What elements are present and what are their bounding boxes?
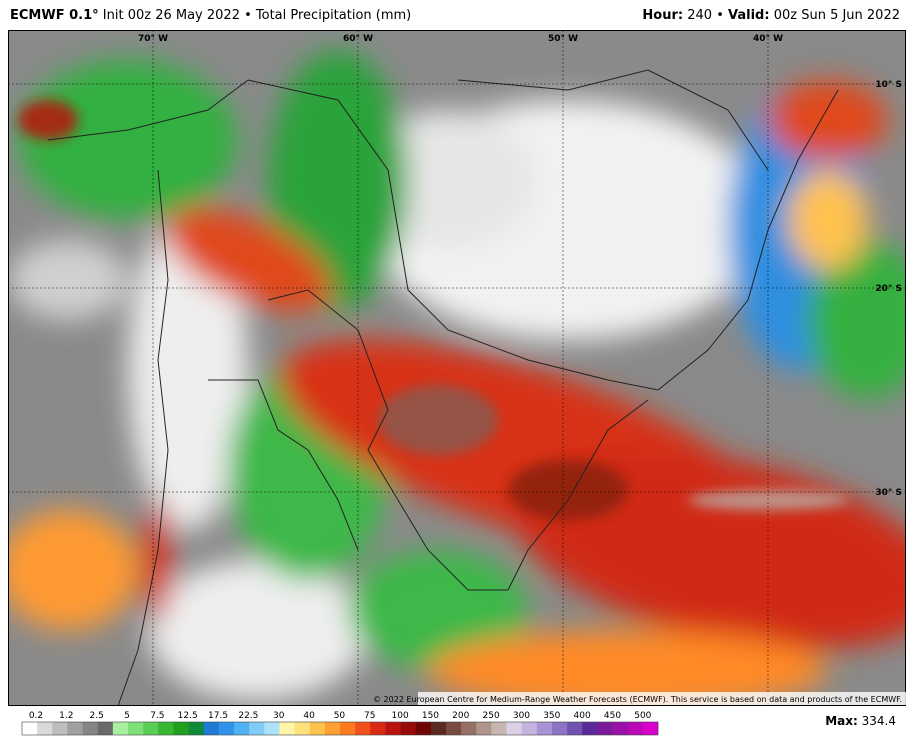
- hour-label: Hour:: [642, 8, 684, 23]
- colorbar-swatch: [128, 722, 144, 735]
- colorbar-label: 150: [422, 711, 439, 721]
- colorbar-label: 250: [483, 711, 500, 721]
- colorbar-swatch: [37, 722, 53, 735]
- colorbar-swatch: [52, 722, 68, 735]
- longitude-label: 60° W: [343, 34, 373, 44]
- longitude-label: 40° W: [753, 34, 783, 44]
- colorbar-swatch: [67, 722, 83, 735]
- colorbar-swatch: [567, 722, 583, 735]
- colorbar-swatch: [249, 722, 265, 735]
- colorbar-label: 350: [543, 711, 560, 721]
- colorbar-swatch: [173, 722, 189, 735]
- colorbar-swatch: [642, 722, 659, 735]
- colorbar-label: 75: [364, 711, 375, 721]
- colorbar-swatch: [294, 722, 311, 735]
- latitude-label: 20° S: [875, 284, 902, 294]
- colorbar-swatch: [112, 722, 129, 735]
- colorbar-frame: [21, 721, 659, 736]
- colorbar-swatch: [370, 722, 386, 735]
- colorbar-label: 22.5: [238, 711, 258, 721]
- hour-value: 240 •: [687, 8, 724, 23]
- colorbar-swatch: [143, 722, 159, 735]
- title: ECMWF 0.1° Init 00z 26 May 2022 • Total …: [10, 8, 411, 23]
- colorbar-swatch: [612, 722, 629, 735]
- colorbar-swatch: [506, 722, 523, 735]
- colorbar-swatch: [582, 722, 598, 735]
- colorbar-swatch: [324, 722, 341, 735]
- colorbar-swatch: [355, 722, 371, 735]
- colorbar-swatch: [309, 722, 326, 735]
- precip-field: [8, 30, 906, 706]
- colorbar-swatch: [415, 722, 432, 735]
- colorbar-swatch: [82, 722, 99, 735]
- colorbar-label: 2.5: [90, 711, 104, 721]
- valid-value: 00z Sun 5 Jun 2022: [773, 8, 900, 23]
- max: Max: 334.4: [825, 714, 896, 728]
- colorbar-swatch: [552, 722, 568, 735]
- colorbar-swatch: [203, 722, 220, 735]
- colorbar-label: 30: [273, 711, 285, 721]
- colorbar-label: 300: [513, 711, 530, 721]
- colorbar-label: 40: [303, 711, 315, 721]
- colorbar-swatch: [340, 722, 356, 735]
- header: ECMWF 0.1° Init 00z 26 May 2022 • Total …: [0, 0, 914, 30]
- colorbar-label: 450: [604, 711, 621, 721]
- colorbar-swatch: [400, 722, 417, 735]
- colorbar-swatch: [491, 722, 507, 735]
- colorbar-label: 12.5: [178, 711, 198, 721]
- colorbar-swatch: [521, 722, 538, 735]
- colorbar-swatch: [385, 722, 401, 735]
- colorbar-label: 500: [634, 711, 651, 721]
- colorbar-swatch: [234, 722, 250, 735]
- colorbar-label: 17.5: [208, 711, 228, 721]
- colorbar-label: 200: [452, 711, 469, 721]
- colorbar-swatch: [536, 722, 553, 735]
- copyright: © 2022 European Centre for Medium-Range …: [373, 695, 902, 704]
- colorbar-swatch: [188, 722, 205, 735]
- latitude-label: 30° S: [875, 488, 902, 498]
- longitude-label: 50° W: [548, 34, 578, 44]
- longitude-labels: 70° W 60° W 50° W 40° W: [138, 34, 783, 44]
- colorbar-swatch: [597, 722, 613, 735]
- colorbar-swatch: [158, 722, 174, 735]
- model: ECMWF 0.1°: [10, 8, 99, 23]
- max-label: Max:: [825, 714, 858, 728]
- latitude-label: 10° S: [875, 80, 902, 90]
- colorbar-swatch: [476, 722, 492, 735]
- colorbar-swatch: [264, 722, 280, 735]
- colorbar: 0.2 1.2 2.5 5 7.5 12.5 17.5 22.5 30 40 50 75 100 150 2…: [21, 711, 659, 736]
- colorbar-swatch: [446, 722, 462, 735]
- colorbar-swatch: [218, 722, 235, 735]
- info: Init 00z 26 May 2022 • Total Precipitati…: [102, 8, 412, 23]
- max-value: 334.4: [861, 714, 896, 728]
- colorbar-label: 400: [574, 711, 591, 721]
- colorbar-label: 1.2: [59, 711, 73, 721]
- colorbar-swatch: [97, 722, 114, 735]
- colorbar-label: 5: [124, 711, 130, 721]
- colorbar-swatch: [430, 722, 447, 735]
- longitude-label: 70° W: [138, 34, 168, 44]
- precip-map: 70° W 60° W 50° W 40° W 10° S 20° S 30° S © 2…: [8, 30, 906, 706]
- colorbar-swatch: [22, 722, 38, 735]
- colorbar-label: 0.2: [29, 711, 43, 721]
- colorbar-label: 50: [334, 711, 346, 721]
- colorbar-label: 7.5: [150, 711, 164, 721]
- valid-time: Hour: 240 • Valid: 00z Sun 5 Jun 2022: [642, 8, 900, 23]
- colorbar-swatch: [279, 722, 295, 735]
- colorbar-swatch: [461, 722, 477, 735]
- valid-label: Valid:: [728, 8, 770, 23]
- colorbar-label: 100: [392, 711, 409, 721]
- colorbar-swatch: [627, 722, 644, 735]
- latitude-labels: 10° S 20° S 30° S: [875, 80, 902, 498]
